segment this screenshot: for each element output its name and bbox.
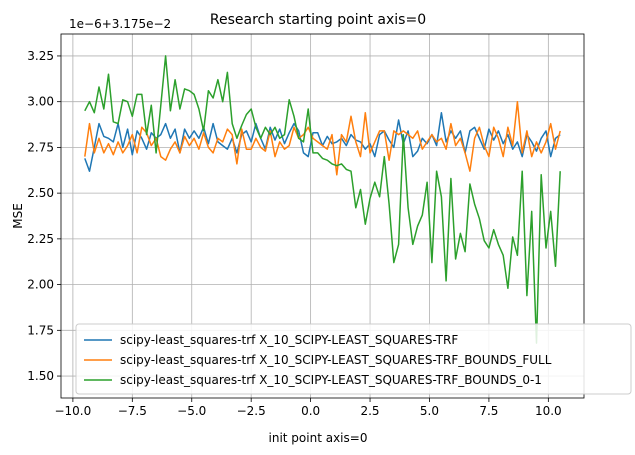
x-tick-label: 0.0 bbox=[301, 404, 320, 418]
legend-box bbox=[75, 323, 632, 395]
x-tick-label: −2.5 bbox=[237, 404, 266, 418]
x-tick-label: −10.0 bbox=[54, 404, 91, 418]
y-axis-ticks: 1.50 1.75 2.00 2.25 2.50 2.75 3.00 3.25 bbox=[27, 49, 61, 383]
y-tick-label: 1.50 bbox=[27, 369, 54, 383]
x-tick-label: −5.0 bbox=[177, 404, 206, 418]
x-axis-label: init point axis=0 bbox=[269, 431, 368, 445]
y-tick-label: 3.00 bbox=[27, 95, 54, 109]
y-tick-label: 3.25 bbox=[27, 49, 54, 63]
series-line-2 bbox=[84, 100, 561, 176]
x-tick-label: 5.0 bbox=[420, 404, 439, 418]
series-lines bbox=[84, 55, 561, 344]
y-tick-label: 2.00 bbox=[27, 278, 54, 292]
y-tick-label: 2.50 bbox=[27, 186, 54, 200]
x-axis-ticks: −10.0 −7.5 −5.0 −2.5 0.0 2.5 5.0 7.5 10.0 bbox=[54, 398, 562, 418]
x-tick-label: 10.0 bbox=[535, 404, 562, 418]
y-tick-label: 1.75 bbox=[27, 323, 54, 337]
legend-entries: scipy-least_squares-trf X_10_SCIPY-LEAST… bbox=[84, 333, 552, 387]
legend-label-3: scipy-least_squares-trf X_10_SCIPY-LEAST… bbox=[120, 373, 542, 387]
legend: scipy-least_squares-trf X_10_SCIPY-LEAST… bbox=[75, 323, 632, 395]
y-axis-label: MSE bbox=[11, 203, 25, 229]
plot-frame bbox=[60, 33, 585, 399]
x-tick-label: 7.5 bbox=[479, 404, 498, 418]
y-axis-offset-label: 1e−6+3.175e−2 bbox=[69, 17, 171, 31]
x-tick-label: 2.5 bbox=[360, 404, 379, 418]
y-tick-label: 2.25 bbox=[27, 232, 54, 246]
y-tick-label: 2.75 bbox=[27, 140, 54, 154]
legend-label-1: scipy-least_squares-trf X_10_SCIPY-LEAST… bbox=[120, 333, 458, 347]
legend-label-2: scipy-least_squares-trf X_10_SCIPY-LEAST… bbox=[120, 353, 552, 367]
chart-title: Research starting point axis=0 bbox=[210, 12, 426, 28]
x-tick-label: −7.5 bbox=[118, 404, 147, 418]
series-line-3 bbox=[84, 55, 561, 344]
